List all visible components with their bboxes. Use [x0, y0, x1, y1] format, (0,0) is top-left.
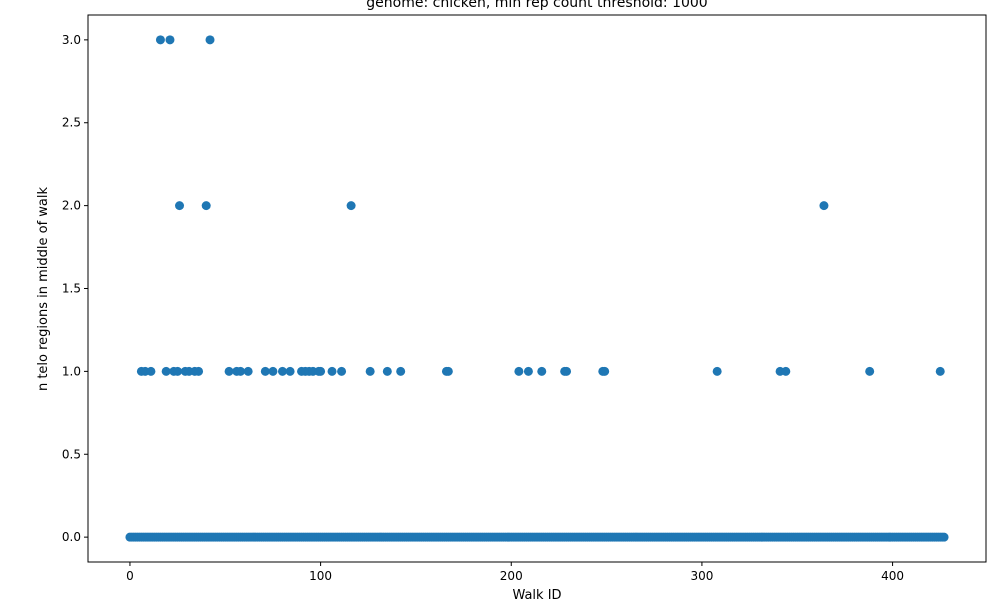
x-tick-label: 100 [309, 569, 332, 583]
x-axis-label: Walk ID [512, 588, 561, 600]
data-point [236, 366, 246, 376]
data-point [327, 366, 337, 376]
y-axis: 0.0 0.5 1.0 1.5 2.0 2.5 3.0 [62, 33, 88, 544]
data-point [443, 366, 453, 376]
data-point [201, 201, 211, 211]
y-tick-label: 2.0 [62, 199, 81, 213]
data-point [382, 366, 392, 376]
data-point [205, 35, 215, 45]
x-tick-label: 0 [126, 569, 134, 583]
data-point [865, 366, 875, 376]
data-point [781, 366, 791, 376]
points-layer [125, 35, 949, 542]
data-point [600, 366, 610, 376]
data-point [396, 366, 406, 376]
data-point [155, 35, 165, 45]
y-axis-label: n telo regions in middle of walk [36, 186, 51, 391]
y-tick-label: 1.0 [62, 364, 81, 378]
data-point [146, 366, 156, 376]
data-point [268, 366, 278, 376]
data-point [523, 366, 533, 376]
data-point [173, 366, 183, 376]
x-tick-label: 400 [881, 569, 904, 583]
data-point [316, 366, 326, 376]
data-point [819, 201, 829, 211]
data-point [537, 366, 547, 376]
y-tick-label: 3.0 [62, 33, 81, 47]
data-point [243, 366, 253, 376]
y-tick-label: 0.5 [62, 447, 81, 461]
data-point [194, 366, 204, 376]
data-point [175, 201, 185, 211]
data-point [337, 366, 347, 376]
data-point [939, 532, 949, 542]
chart-title: genome: chicken, min rep count threshold… [366, 0, 707, 11]
data-point [514, 366, 524, 376]
data-point [365, 366, 375, 376]
data-point [224, 366, 234, 376]
y-tick-label: 1.5 [62, 282, 81, 296]
data-point [935, 366, 945, 376]
data-point [161, 366, 171, 376]
x-tick-label: 300 [690, 569, 713, 583]
y-tick-label: 0.0 [62, 530, 81, 544]
data-point [277, 366, 287, 376]
data-point [562, 366, 572, 376]
data-point [260, 366, 270, 376]
data-point [346, 201, 356, 211]
data-point [712, 366, 722, 376]
data-point [285, 366, 295, 376]
x-axis: 0 100 200 300 400 [126, 562, 904, 583]
y-tick-label: 2.5 [62, 116, 81, 130]
data-point [165, 35, 175, 45]
plot-frame [87, 14, 987, 563]
x-tick-label: 200 [500, 569, 523, 583]
